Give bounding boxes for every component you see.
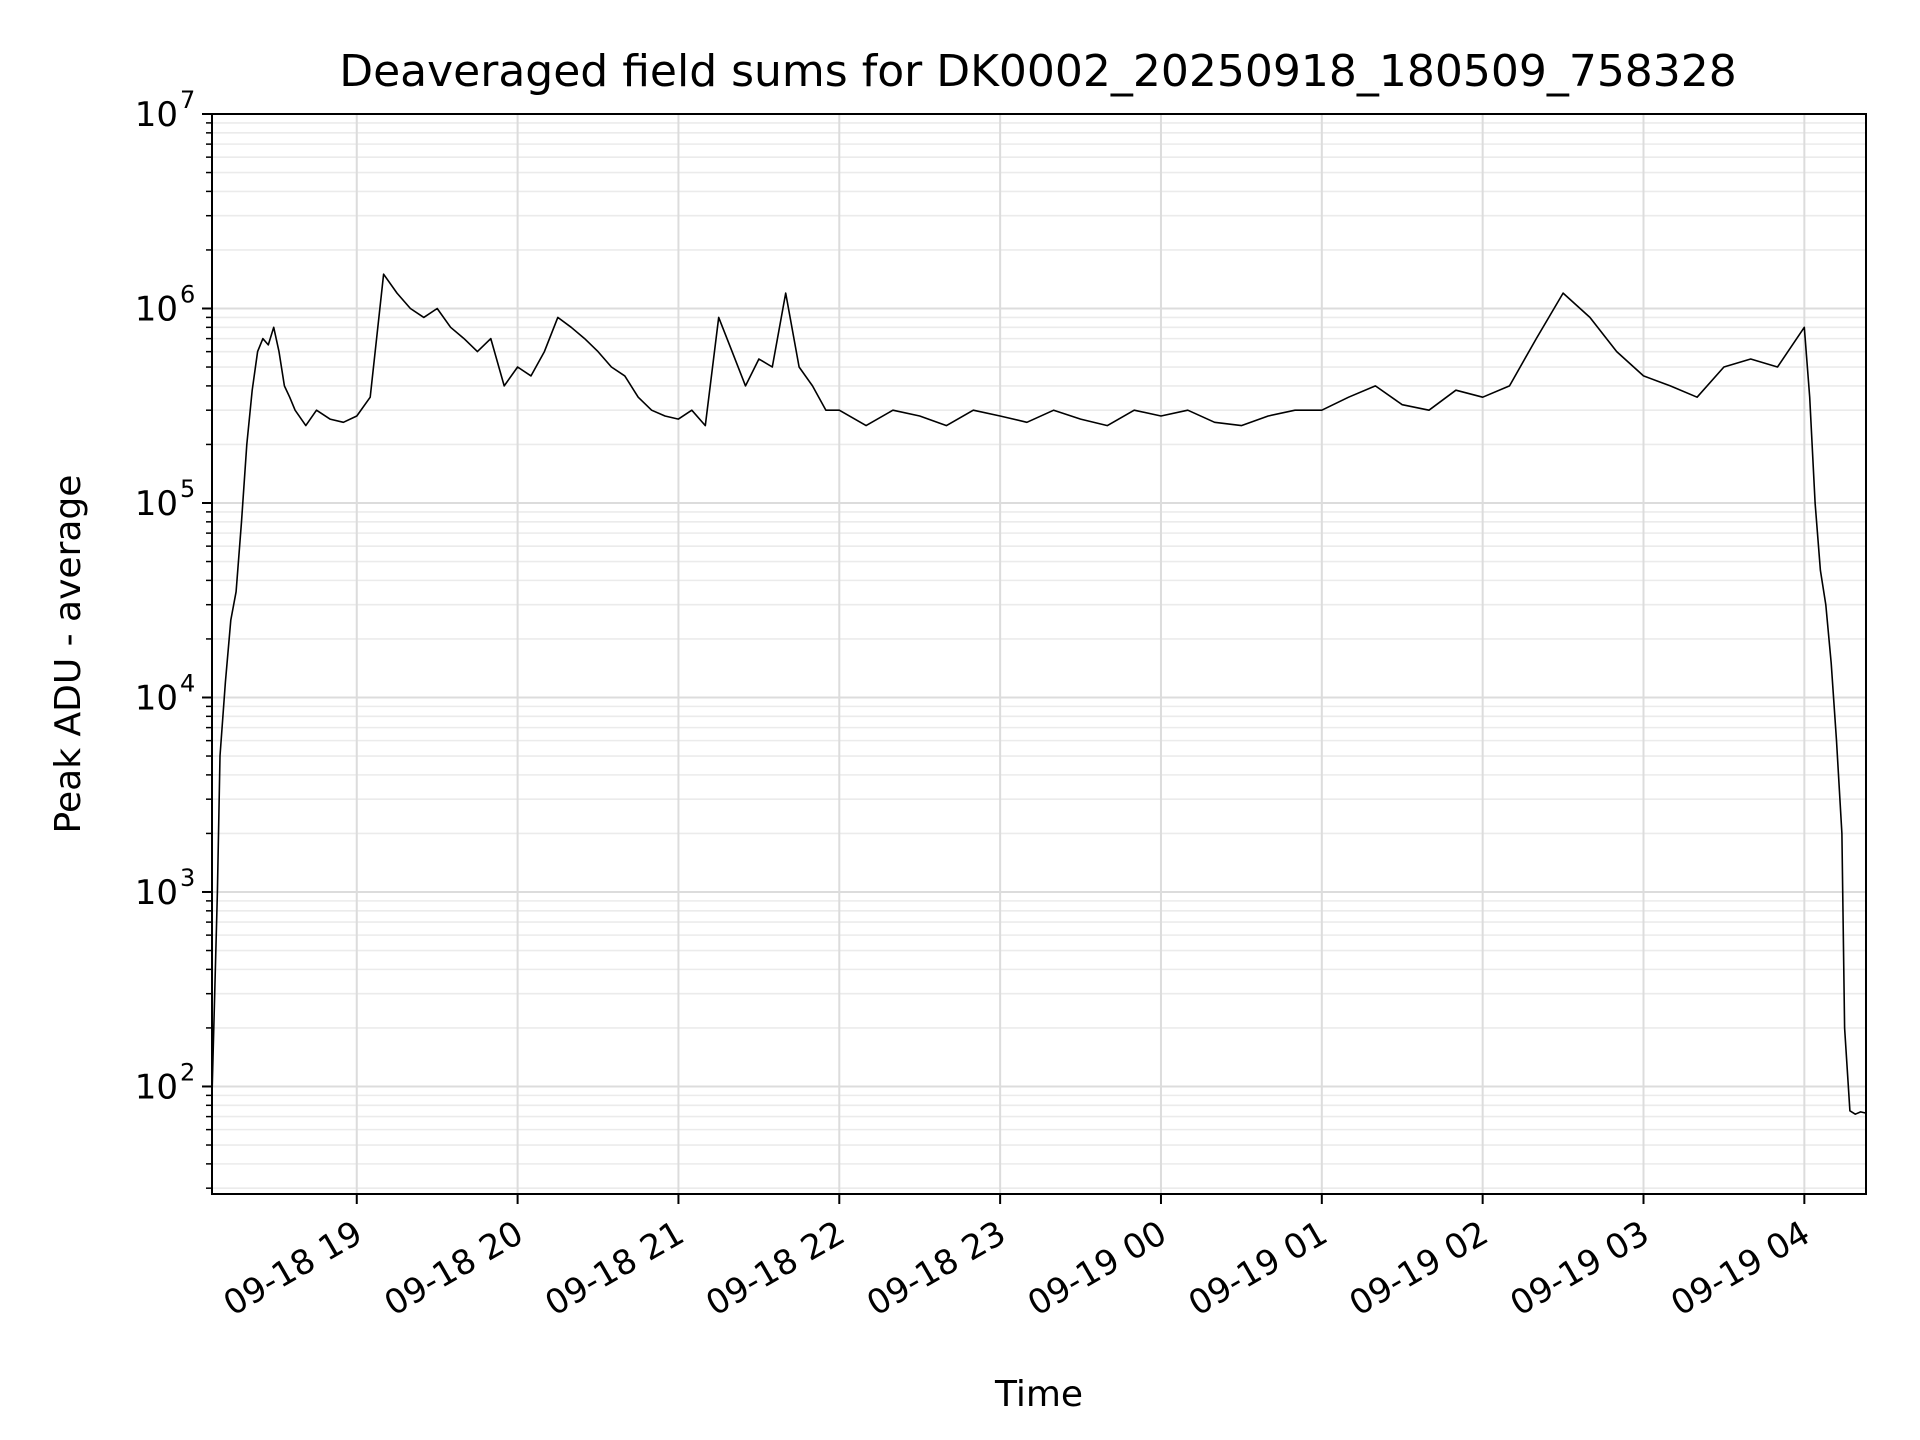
y-tick-label: 10 (135, 1067, 178, 1107)
y-tick-base: 10 (135, 873, 178, 913)
y-tick-label: 10 (135, 678, 178, 718)
y-tick-label: 10 (135, 484, 178, 524)
y-tick-base: 10 (135, 484, 178, 524)
y-tick-label: 10 (135, 873, 178, 913)
y-tick-exponent: 2 (180, 1058, 195, 1086)
series-layer (211, 273, 1867, 1115)
y-tick-base: 10 (135, 678, 178, 718)
plot-frame (211, 113, 1867, 1195)
y-tick-exponent: 3 (180, 864, 195, 892)
y-tick-label: 10 (135, 289, 178, 329)
y-tick-base: 10 (135, 289, 178, 329)
y-tick-base: 10 (135, 95, 178, 135)
y-tick-exponent: 4 (180, 669, 195, 697)
y-tick-exponent: 7 (180, 86, 195, 114)
y-tick-exponent: 6 (180, 280, 195, 308)
chart-title: Deaveraged field sums for DK0002_2025091… (339, 46, 1737, 97)
y-tick-exponent: 5 (180, 475, 195, 503)
series-line (211, 273, 1867, 1115)
x-axis-label: Time (994, 1374, 1083, 1415)
y-tick-base: 10 (135, 1067, 178, 1107)
y-tick-label: 10 (135, 95, 178, 135)
grid (212, 113, 1866, 1194)
y-axis-label: Peak ADU - average (48, 475, 89, 834)
